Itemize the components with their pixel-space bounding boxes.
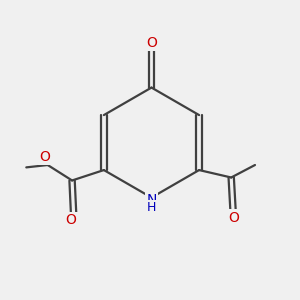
Text: O: O (39, 150, 50, 164)
Text: N: N (146, 193, 157, 207)
Text: O: O (146, 36, 157, 50)
Text: O: O (66, 213, 76, 227)
Text: O: O (228, 211, 239, 225)
Text: H: H (147, 201, 156, 214)
